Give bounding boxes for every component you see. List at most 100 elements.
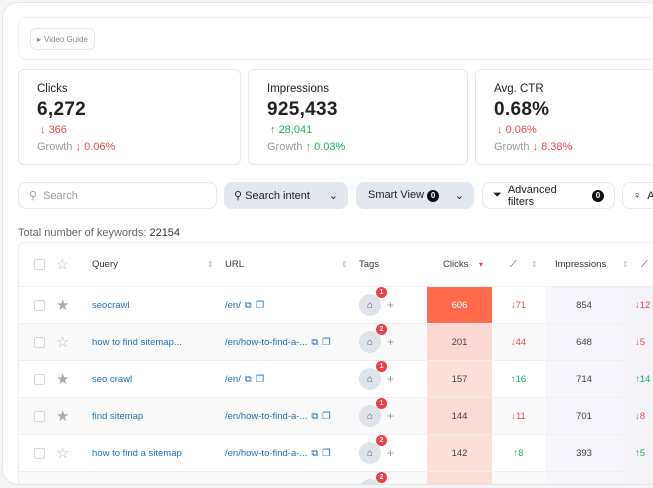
row-checkbox[interactable]	[34, 410, 45, 422]
query-link[interactable]: how to find sitemap...	[92, 336, 182, 348]
url-link[interactable]: /en/	[225, 299, 241, 311]
copy-icon[interactable]: ❐	[255, 299, 265, 311]
search-intent-dropdown[interactable]: ⚲ Search intent ⌄	[224, 182, 348, 209]
url-link[interactable]: /en/how-to-find-a-...	[225, 336, 308, 348]
insights-button[interactable]: ♀A	[622, 182, 653, 209]
row-checkbox[interactable]	[34, 373, 45, 385]
stat-growth: Growth ↑ 0.03%	[267, 141, 346, 153]
column-url[interactable]: URL	[225, 259, 245, 270]
clicks-delta	[492, 472, 545, 484]
stat-delta: ↓ 0.06%	[497, 124, 537, 136]
star-icon[interactable]: ★	[56, 297, 70, 314]
clicks-cell	[427, 472, 492, 484]
row-checkbox[interactable]	[34, 485, 45, 486]
arrow-up-icon: ↑	[305, 141, 312, 153]
row-checkbox[interactable]	[34, 447, 45, 459]
star-icon[interactable]: ☆	[56, 472, 69, 484]
clicks-delta: ↓44	[510, 336, 527, 348]
row-checkbox[interactable]	[34, 336, 45, 348]
search-icon: ⚲	[234, 190, 246, 202]
clicks-delta: ↓11	[511, 410, 526, 422]
tag-icon[interactable]: ⌂2	[359, 324, 387, 353]
video-guide-button[interactable]: ▸ Video Guide	[30, 28, 95, 50]
add-tag-icon[interactable]: +	[387, 483, 394, 484]
chevron-down-icon: ⌄	[454, 190, 464, 202]
table-header: ☆ Query ⇕ URL ⇕ Tags Clicks ▾ ⟋ ⇕ Impres…	[19, 243, 653, 287]
copy-icon[interactable]: ❐	[255, 373, 265, 385]
add-tag-icon[interactable]: +	[387, 409, 395, 423]
clicks-cell: 201	[427, 324, 492, 360]
star-icon[interactable]: ☆	[56, 445, 70, 462]
copy-icon[interactable]: ❐	[322, 410, 331, 422]
advanced-filters-button[interactable]: ⏷ Advanced filters 0	[482, 182, 615, 209]
url-link[interactable]: /en/how-to-find-a-...	[225, 410, 308, 422]
add-tag-icon[interactable]: +	[387, 446, 395, 460]
add-tag-icon[interactable]: +	[387, 298, 395, 312]
tag-icon[interactable]: ⌂2	[359, 472, 387, 484]
stat-title: Avg. CTR	[494, 83, 544, 95]
stat-value: 6,272	[37, 99, 87, 120]
table-row[interactable]: ★ find sitemap /en/how-to-find-a-... ⧉ ❐ ⌂…	[19, 398, 653, 435]
sort-icon[interactable]: ⇕	[207, 260, 214, 269]
clicks-delta: ↓71	[510, 299, 527, 311]
impressions-cell: 648	[545, 324, 623, 360]
row-checkbox[interactable]	[34, 299, 45, 311]
sort-icon[interactable]: ⇕	[622, 260, 629, 269]
tag-icon[interactable]: ⌂2	[359, 435, 387, 464]
tag-count: 2	[376, 472, 387, 483]
table-row[interactable]: ★ seocrawl /en/⧉ ❐ ⌂ 1 + 606 ↓71 854 ↓12	[19, 287, 653, 324]
query-link[interactable]: find sitemap	[92, 410, 144, 422]
star-icon[interactable]: ★	[56, 408, 70, 425]
stat-card: Avg. CTR 0.68% ↓ 0.06% Growth ↓ 8.38%	[475, 69, 653, 165]
query-link[interactable]: how to find a sitemap	[92, 447, 182, 459]
star-icon[interactable]: ☆	[56, 256, 69, 272]
trend-chart-icon[interactable]: ⟋	[510, 259, 517, 270]
search-input[interactable]: ⚲ Search	[18, 182, 217, 209]
sort-desc-icon[interactable]: ▾	[479, 260, 484, 269]
impressions-delta: ↓5	[623, 324, 653, 360]
add-tag-icon[interactable]: +	[387, 335, 395, 349]
stat-value: 925,433	[267, 99, 338, 120]
external-link-icon[interactable]: ⧉	[244, 299, 252, 311]
column-impressions[interactable]: Impressions	[555, 259, 607, 270]
query-link[interactable]: seo crawl	[92, 373, 133, 385]
stat-growth: Growth ↓ 8.38%	[494, 141, 573, 153]
table-row[interactable]: ☆ how to find sitemap... /en/how-to-find…	[19, 324, 653, 361]
arrow-down-icon: ↓	[532, 141, 539, 153]
tag-icon[interactable]: ⌂ 1	[359, 398, 387, 427]
external-link-icon[interactable]: ⧉	[311, 447, 319, 459]
smart-view-dropdown[interactable]: Smart View 0 ⌄	[356, 182, 474, 209]
add-tag-icon[interactable]: +	[387, 372, 395, 386]
copy-icon[interactable]: ❐	[322, 447, 331, 459]
table-row[interactable]: ☆ ⌂2+	[19, 472, 653, 486]
sort-icon[interactable]: ⇕	[341, 260, 348, 269]
column-clicks[interactable]: Clicks	[443, 259, 469, 270]
stat-title: Clicks	[37, 83, 68, 95]
trend-chart-icon[interactable]: ⟋	[641, 259, 648, 270]
star-icon[interactable]: ☆	[56, 334, 70, 351]
table-row[interactable]: ☆ how to find a sitemap /en/how-to-find-…	[19, 435, 653, 472]
search-icon: ⚲	[29, 190, 38, 202]
impressions-cell: 854	[545, 287, 623, 323]
select-all-checkbox[interactable]	[34, 259, 45, 270]
tag-icon[interactable]: ⌂ 1	[359, 287, 387, 316]
clicks-cell: 142	[427, 435, 492, 471]
query-link[interactable]: seocrawl	[92, 299, 130, 311]
star-icon[interactable]: ★	[56, 371, 70, 388]
url-link[interactable]: /en/	[225, 373, 241, 385]
tag-icon[interactable]: ⌂ 1	[359, 361, 387, 390]
copy-icon[interactable]: ❐	[322, 336, 331, 348]
url-link[interactable]: /en/how-to-find-a-...	[225, 447, 308, 459]
impressions-delta: ↓12	[623, 287, 653, 323]
column-query[interactable]: Query	[92, 259, 118, 270]
stat-title: Impressions	[267, 83, 329, 95]
external-link-icon[interactable]: ⧉	[244, 373, 252, 385]
external-link-icon[interactable]: ⧉	[311, 336, 319, 348]
sort-icon[interactable]: ⇕	[531, 260, 538, 269]
tag-count: 1	[376, 398, 387, 409]
stat-delta: ↑ 28,041	[270, 124, 313, 136]
impressions-delta: ↑14	[623, 361, 653, 397]
external-link-icon[interactable]: ⧉	[311, 410, 319, 422]
table-row[interactable]: ★ seo crawl /en/⧉ ❐ ⌂ 1 + 157 ↑16 714 ↑14	[19, 361, 653, 398]
